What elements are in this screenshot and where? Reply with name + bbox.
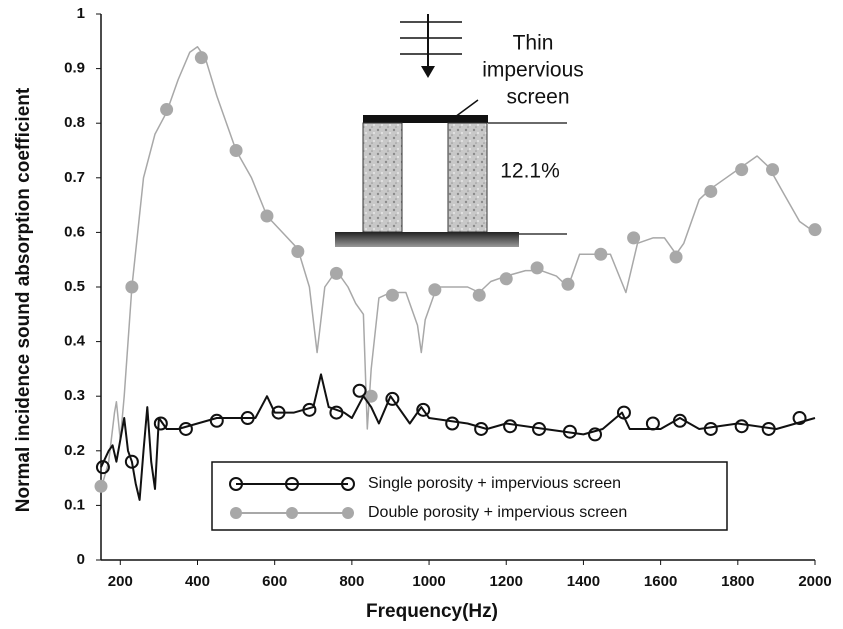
x-tick-label: 1400 (567, 573, 600, 590)
marker (160, 103, 174, 117)
x-tick-label: 1800 (721, 573, 754, 590)
marker (761, 421, 776, 436)
x-tick-label: 1600 (644, 573, 677, 590)
marker (385, 288, 399, 302)
marker (229, 477, 243, 491)
marker (302, 402, 317, 417)
marker (229, 144, 243, 157)
marker (532, 421, 547, 436)
marker (153, 416, 168, 431)
marker (594, 247, 608, 261)
marker (385, 391, 400, 406)
legend-label: Double porosity + impervious screen (368, 504, 627, 521)
legend: Single porosity + impervious screen Doubl… (211, 461, 728, 531)
marker (445, 416, 460, 431)
marker (416, 402, 431, 417)
y-tick-label: 0.1 (64, 496, 85, 513)
annotation: impervious (482, 59, 584, 82)
marker (561, 277, 575, 291)
series-line (100, 373, 816, 501)
marker (271, 405, 286, 420)
y-tick-label: 0.6 (64, 223, 85, 240)
marker (645, 416, 660, 431)
marker (329, 266, 343, 280)
marker (125, 280, 139, 294)
marker (588, 427, 603, 442)
inset-diagram (335, 14, 567, 247)
y-axis-title: Normal incidence sound absorption coeffi… (13, 87, 34, 512)
marker (428, 283, 442, 297)
marker (472, 288, 486, 302)
marker (734, 419, 749, 434)
marker (286, 507, 298, 519)
marker (230, 507, 242, 519)
x-tick-label: 2000 (798, 573, 831, 590)
x-tick-label: 1000 (412, 573, 445, 590)
marker (766, 163, 780, 177)
marker (364, 389, 378, 403)
marker (178, 421, 193, 436)
x-tick-label: 400 (185, 573, 210, 590)
marker (530, 261, 544, 275)
series-line (100, 46, 816, 490)
annotation: Thin (513, 32, 554, 55)
marker (94, 479, 108, 493)
x-tick-label: 800 (339, 573, 364, 590)
marker (669, 250, 683, 264)
marker (562, 424, 577, 439)
legend-box (211, 461, 728, 531)
marker (503, 419, 518, 434)
marker (704, 184, 718, 198)
marker (616, 405, 631, 420)
marker (499, 272, 513, 286)
marker (291, 245, 305, 259)
marker (672, 413, 687, 428)
marker (474, 421, 489, 436)
marker (808, 223, 822, 237)
legend-label: Single porosity + impervious screen (368, 475, 621, 492)
x-tick-label: 600 (262, 573, 287, 590)
marker (209, 413, 224, 428)
y-tick-label: 0.8 (64, 114, 85, 131)
marker (792, 411, 807, 426)
marker (124, 454, 139, 469)
marker (240, 411, 255, 426)
marker (194, 51, 208, 65)
marker (285, 477, 299, 491)
y-tick-label: 0.3 (64, 387, 85, 404)
y-tick-label: 0.7 (64, 169, 85, 186)
marker (260, 209, 274, 223)
y-tick-label: 0.5 (64, 278, 85, 295)
annotation: 12.1% (500, 160, 560, 183)
x-axis-title: Frequency(Hz) (366, 601, 498, 622)
annotation: screen (506, 86, 569, 109)
marker (341, 477, 355, 491)
y-tick-label: 0 (77, 551, 85, 568)
x-tick-label: 1200 (490, 573, 523, 590)
y-tick-label: 0.9 (64, 60, 85, 77)
marker (95, 460, 110, 475)
marker (627, 231, 641, 245)
marker (703, 421, 718, 436)
marker (329, 405, 344, 420)
y-tick-label: 0.4 (64, 333, 86, 350)
x-tick-label: 200 (108, 573, 133, 590)
marker (342, 507, 354, 519)
marker (352, 383, 367, 398)
y-tick-label: 1 (77, 5, 85, 22)
y-tick-label: 0.2 (64, 442, 85, 459)
marker (735, 163, 749, 177)
